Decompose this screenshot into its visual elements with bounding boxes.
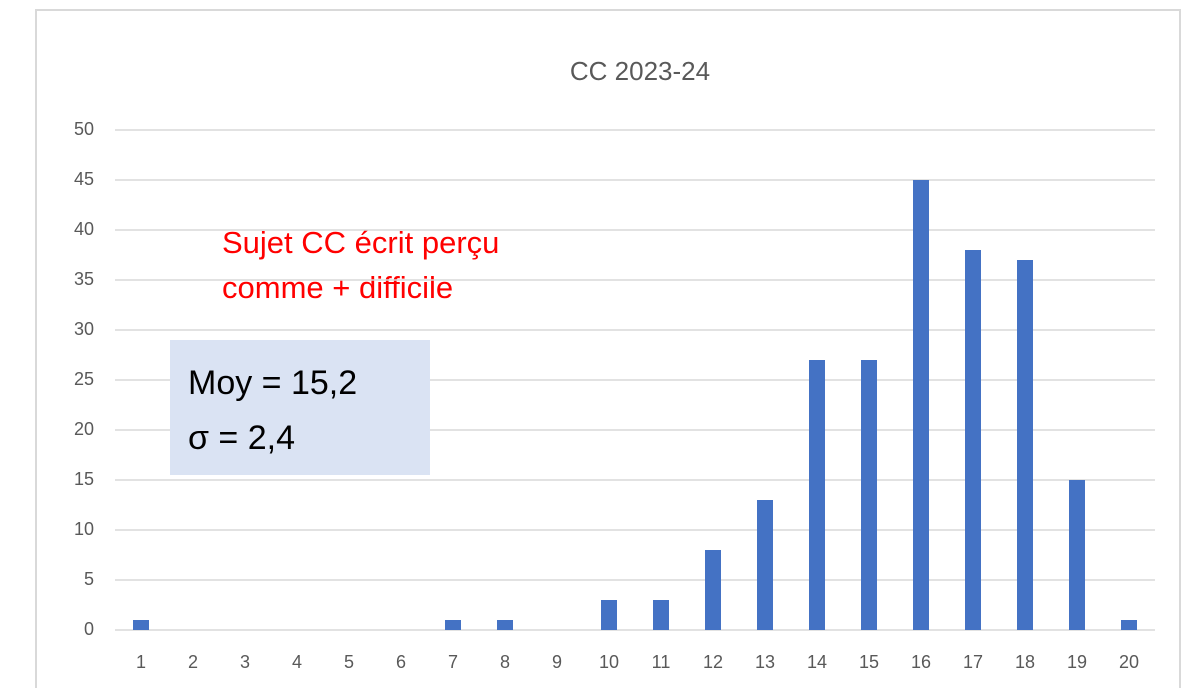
- x-tick-label: 1: [136, 652, 146, 672]
- x-tick-label: 14: [807, 652, 827, 672]
- y-tick-label: 30: [74, 319, 94, 339]
- x-tick-label: 15: [859, 652, 879, 672]
- x-tick-label: 2: [188, 652, 198, 672]
- x-tick-label: 19: [1067, 652, 1087, 672]
- annotation: comme + difficile: [222, 270, 453, 305]
- y-tick-label: 10: [74, 519, 94, 539]
- bar: [133, 620, 149, 630]
- x-tick-label: 10: [599, 652, 619, 672]
- x-tick-label: 16: [911, 652, 931, 672]
- bar: [913, 180, 929, 630]
- x-tick-label: 8: [500, 652, 510, 672]
- y-tick-label: 40: [74, 219, 94, 239]
- x-tick-label: 11: [652, 652, 671, 672]
- stats-text: Moy = 15,2: [188, 364, 357, 402]
- y-tick-label: 20: [74, 419, 94, 439]
- x-tick-label: 3: [240, 652, 250, 672]
- x-tick-label: 20: [1119, 652, 1139, 672]
- bar: [861, 360, 877, 630]
- y-tick-label: 0: [84, 619, 94, 639]
- y-tick-label: 35: [74, 269, 94, 289]
- bar: [1017, 260, 1033, 630]
- x-tick-label: 6: [396, 652, 406, 672]
- x-tick-label: 5: [344, 652, 354, 672]
- x-tick-label: 12: [703, 652, 723, 672]
- x-tick-label: 17: [963, 652, 983, 672]
- bar: [1121, 620, 1137, 630]
- stats-box: [170, 340, 430, 475]
- bar: [965, 250, 981, 630]
- annotation: Sujet CC écrit perçu: [222, 225, 499, 260]
- stats-text: σ = 2,4: [188, 419, 295, 457]
- bar: [445, 620, 461, 630]
- bar: [705, 550, 721, 630]
- y-tick-label: 15: [74, 469, 94, 489]
- y-tick-label: 25: [74, 369, 94, 389]
- x-tick-label: 18: [1015, 652, 1035, 672]
- x-tick-label: 9: [552, 652, 562, 672]
- x-tick-label: 4: [292, 652, 302, 672]
- bar: [757, 500, 773, 630]
- bar: [809, 360, 825, 630]
- bar: [653, 600, 669, 630]
- y-tick-label: 50: [74, 119, 94, 139]
- chart-title: CC 2023-24: [570, 56, 710, 86]
- y-tick-label: 45: [74, 169, 94, 189]
- y-tick-label: 5: [84, 569, 94, 589]
- x-tick-label: 13: [755, 652, 775, 672]
- bar: [497, 620, 513, 630]
- bar: [601, 600, 617, 630]
- bar: [1069, 480, 1085, 630]
- x-tick-label: 7: [448, 652, 458, 672]
